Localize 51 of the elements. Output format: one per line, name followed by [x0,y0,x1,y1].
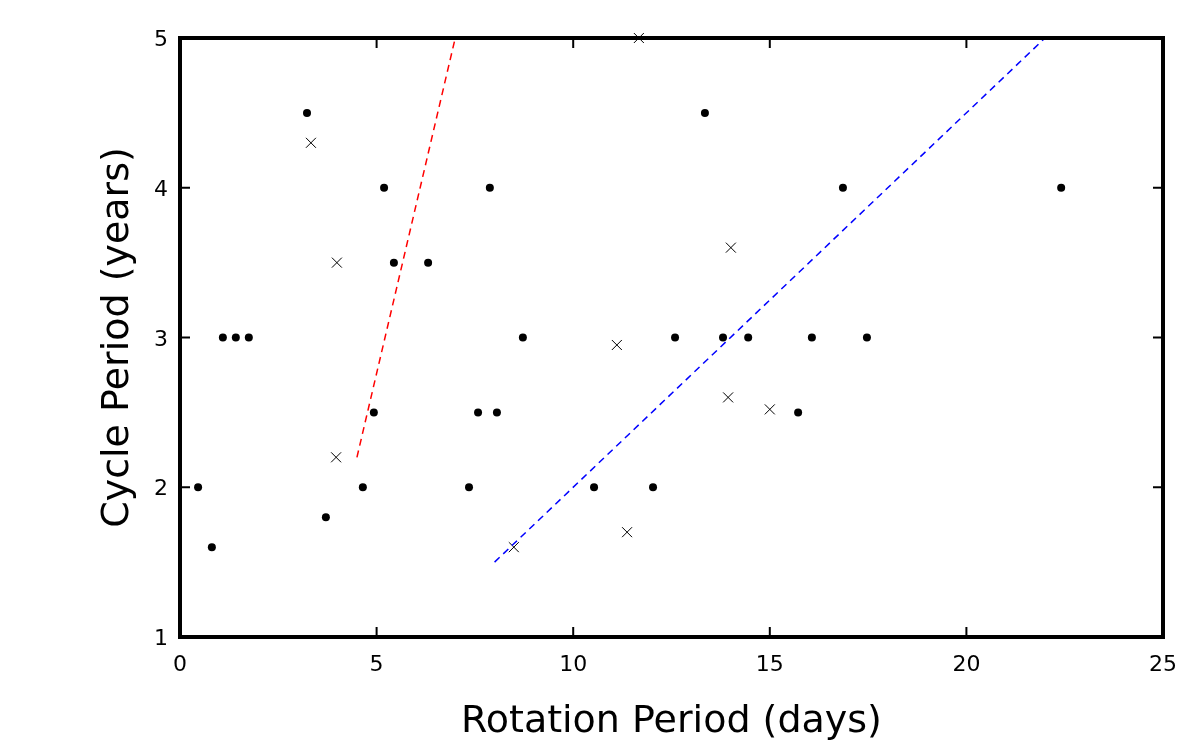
x-axis-title: Rotation Period (days) [461,697,882,741]
point [807,333,816,342]
y-tick-label: 5 [154,26,168,51]
point [330,451,342,463]
point [207,543,216,552]
point [303,108,311,117]
point [321,513,330,522]
point [194,483,203,492]
point [485,183,494,192]
point [671,333,680,342]
point [424,258,433,267]
point [1057,183,1066,192]
point [518,333,527,342]
point [794,408,803,417]
point [700,108,709,117]
point [231,333,240,342]
point [744,333,753,342]
point [305,137,317,149]
point [369,408,378,417]
x-tick-label: 5 [369,651,384,676]
point [218,333,227,342]
x-tick-label: 10 [559,651,588,676]
x-tick-label: 15 [755,651,784,676]
point [862,333,871,342]
x-tick-label: 20 [952,651,981,676]
point [719,333,728,342]
y-tick-label: 1 [154,625,168,650]
point [838,183,847,192]
point [611,339,623,351]
y-tick-label: 2 [154,475,168,501]
x-tick-label: 0 [173,651,187,676]
point [764,403,776,415]
point [474,408,483,417]
point [380,183,389,192]
point [621,526,633,538]
y-tick-label: 3 [154,325,168,351]
point [492,408,501,417]
point [358,483,367,492]
point [389,258,398,267]
y-axis-title: Cycle Period (years) [93,147,137,528]
y-tick-label: 4 [154,175,168,201]
point [649,483,658,492]
point [465,483,473,492]
x-tick-label: 25 [1149,651,1177,676]
point [722,391,734,403]
point [590,483,599,492]
point [508,541,520,553]
point [331,257,343,269]
point [244,333,253,342]
point [725,242,737,254]
point [633,32,645,44]
